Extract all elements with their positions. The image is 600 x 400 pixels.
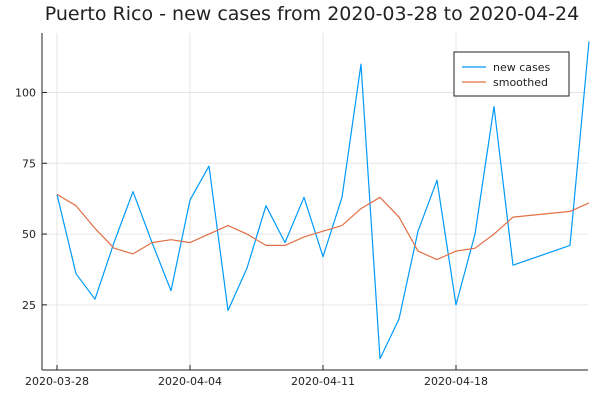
series-line-smoothed xyxy=(56,193,590,261)
y-tick-label: 25 xyxy=(22,299,36,312)
chart-title: Puerto Rico - new cases from 2020-03-28 … xyxy=(45,3,579,25)
series-lines xyxy=(56,41,590,360)
legend-label-smoothed: smoothed xyxy=(493,76,548,89)
x-tick-label: 2020-04-18 xyxy=(424,375,488,388)
y-axis-ticks: 25 50 75 100 xyxy=(15,86,47,312)
x-tick-label: 2020-03-28 xyxy=(25,375,89,388)
x-tick-label: 2020-04-11 xyxy=(291,375,355,388)
y-tick-label: 75 xyxy=(22,157,36,170)
y-tick-label: 50 xyxy=(22,228,36,241)
x-tick-label: 2020-04-04 xyxy=(158,375,222,388)
legend-box xyxy=(453,51,570,97)
legend: new cases smoothed xyxy=(453,51,570,97)
x-axis-ticks: 2020-03-28 2020-04-04 2020-04-11 2020-04-18 xyxy=(25,365,488,388)
series-line-new-cases xyxy=(56,41,590,360)
y-tick-label: 100 xyxy=(15,86,36,99)
legend-label-new-cases: new cases xyxy=(493,61,551,74)
